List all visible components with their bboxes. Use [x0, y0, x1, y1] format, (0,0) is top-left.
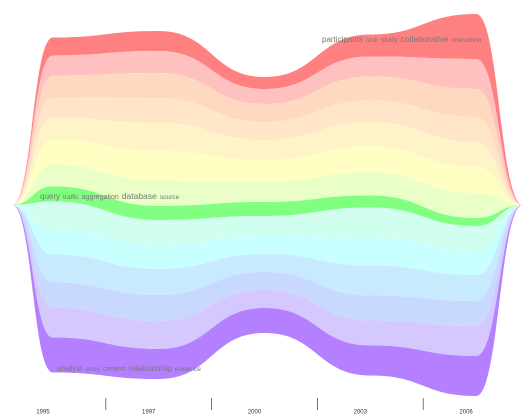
keyword-label: query traffic aggregation database source	[40, 191, 180, 201]
stream-layer	[12, 117, 523, 205]
stream-layer	[12, 97, 523, 205]
keyword: context	[103, 366, 126, 373]
keyword: analyst	[57, 364, 83, 373]
stream-layer	[12, 51, 523, 205]
keyword-label: analyst entry context relationship evidence	[57, 363, 201, 373]
stream-layer	[12, 205, 523, 301]
keyword: query	[40, 192, 60, 201]
stream-layer	[12, 186, 523, 226]
stream-layer	[12, 205, 523, 326]
keyword: evidence	[175, 366, 201, 373]
stream-layer	[12, 73, 523, 205]
x-tick-label: 2000	[248, 410, 262, 415]
stream-layer	[12, 205, 523, 356]
stream-layer	[12, 139, 523, 205]
keyword: traffic	[63, 194, 80, 201]
keyword: collaborative	[401, 34, 449, 44]
keyword: source	[160, 194, 180, 201]
keyword: interaction	[451, 37, 481, 44]
x-tick-label: 2006	[459, 410, 473, 415]
keyword: relationship	[128, 363, 172, 373]
x-tick-label: 1997	[142, 410, 156, 415]
stream-layer	[12, 164, 523, 218]
keyword: participants	[322, 35, 363, 44]
x-tick-label: 2003	[354, 410, 368, 415]
keyword: aggregation	[82, 194, 119, 201]
keyword: task	[366, 37, 379, 44]
stream-layer	[12, 205, 523, 396]
stream-layer	[12, 14, 523, 205]
keyword: database	[122, 191, 157, 201]
x-tick-label: 1995	[36, 410, 50, 415]
keyword: entry	[85, 366, 100, 373]
stream-layer	[12, 201, 523, 251]
stream-layer	[12, 205, 523, 275]
keyword: study	[381, 37, 398, 44]
keyword-label: participants task study collaborative intera…	[322, 34, 482, 44]
